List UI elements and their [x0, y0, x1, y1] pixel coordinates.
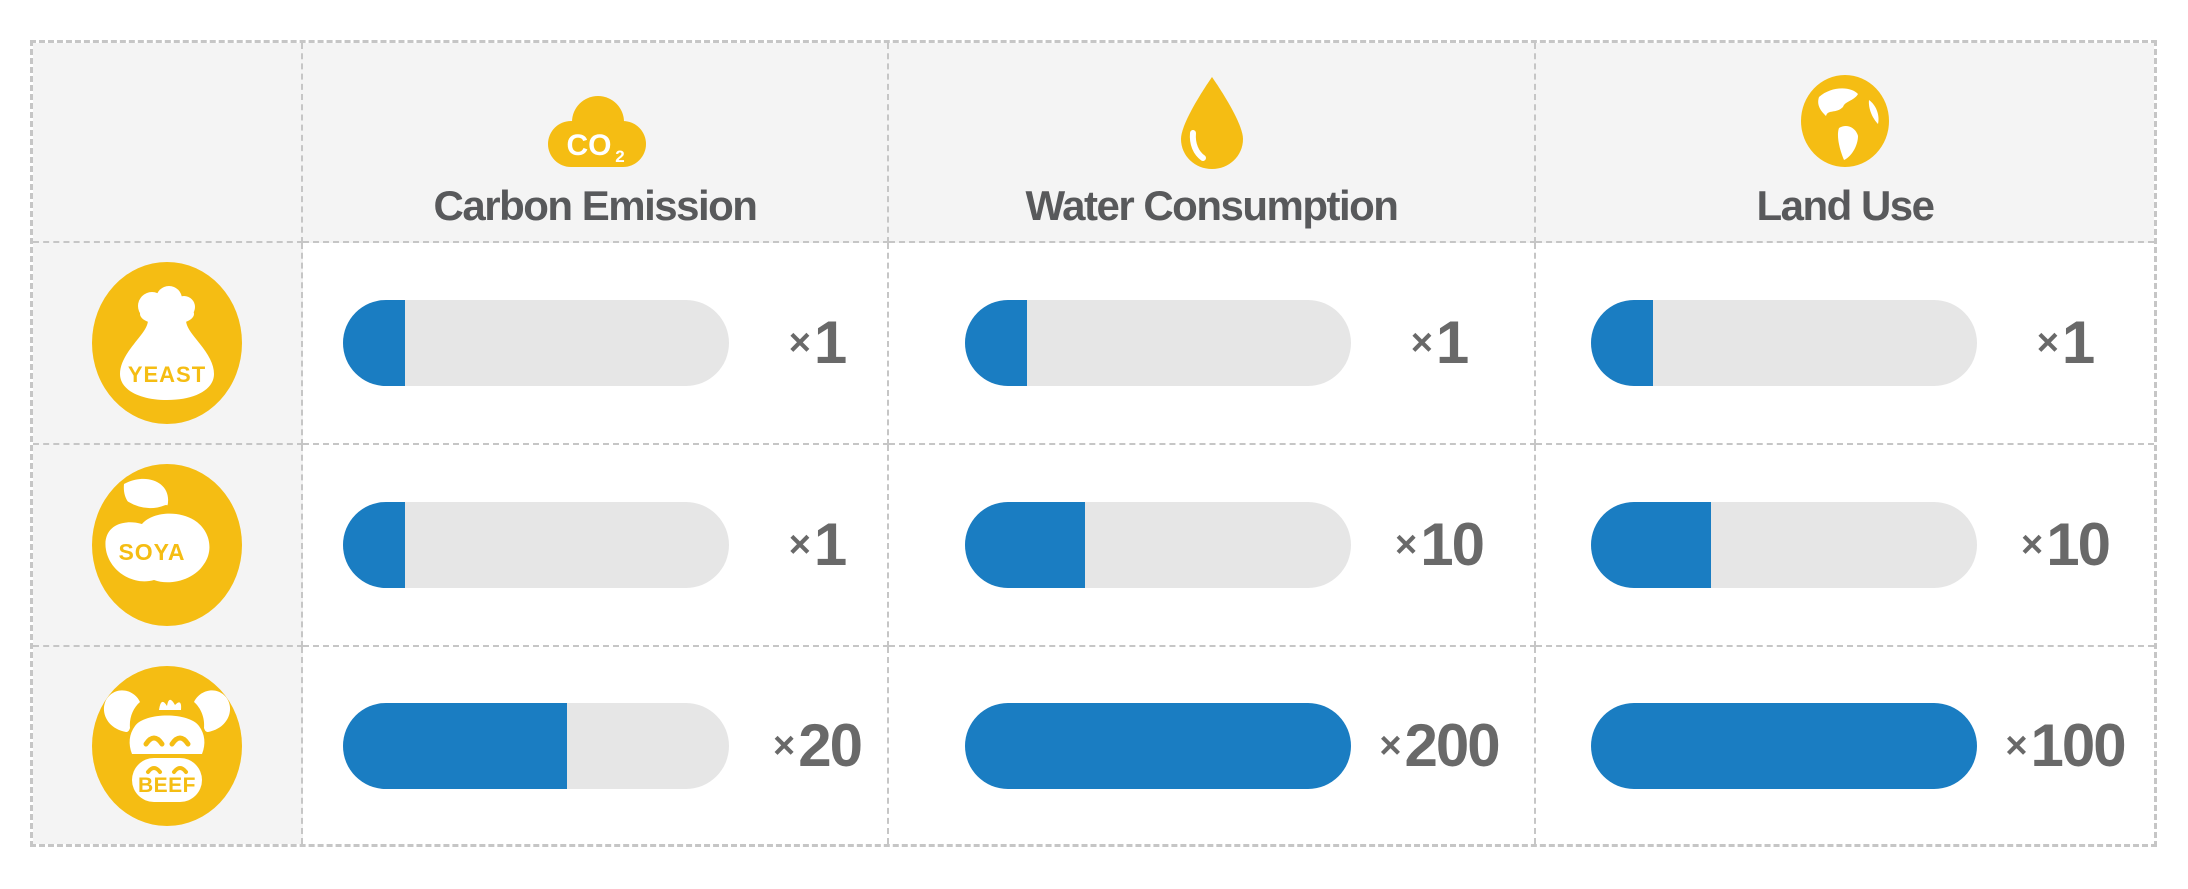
co2-icon-text: CO — [567, 129, 612, 162]
soya-bean-icon: SOYA — [92, 464, 242, 626]
multiplier-value: 1 — [813, 309, 847, 376]
product-cell-beef: BEEF — [33, 647, 303, 844]
bar-fill — [343, 300, 405, 386]
bar-fill — [1591, 702, 1977, 789]
impact-comparison-table: CO 2 Carbon Emission Water Consumption L… — [30, 40, 2157, 847]
multiplier-value: 1 — [1435, 309, 1469, 376]
column-header-label: Carbon Emission — [433, 182, 758, 229]
bar-cell-soya-land: × 10 — [1536, 445, 2154, 647]
globe-icon — [1797, 73, 1893, 169]
water-drop-icon — [1180, 73, 1243, 169]
multiplier-label: × 10 — [1977, 515, 2153, 575]
bar-cell-beef-water: × 200 — [889, 647, 1536, 844]
header-land-use: Land Use — [1536, 43, 2154, 243]
bar-cell-beef-land: × 100 — [1536, 647, 2154, 844]
bar-cell-soya-water: × 10 — [889, 445, 1536, 647]
bar-track — [965, 300, 1351, 386]
times-sign: × — [2005, 724, 2028, 767]
co2-cloud-icon: CO 2 — [541, 73, 649, 169]
bar-cell-yeast-carbon: × 1 — [303, 243, 889, 445]
product-label: BEEF — [138, 774, 196, 797]
times-sign: × — [1410, 322, 1433, 364]
multiplier-label: × 200 — [1351, 711, 1527, 779]
multiplier-value: 10 — [2046, 511, 2111, 578]
multiplier-value: 100 — [2030, 711, 2127, 779]
bar-cell-yeast-land: × 1 — [1536, 243, 2154, 445]
multiplier-label: × 10 — [1351, 515, 1527, 575]
bar-cell-beef-carbon: × 20 — [303, 647, 889, 844]
product-cell-yeast: YEAST — [33, 243, 303, 445]
product-cell-soya: SOYA — [33, 445, 303, 647]
bar-track — [343, 702, 729, 789]
beef-cow-icon: BEEF — [92, 665, 242, 826]
bar-fill — [965, 300, 1027, 386]
multiplier-label: × 100 — [1977, 711, 2153, 779]
times-sign: × — [2036, 322, 2059, 364]
multiplier-label: × 1 — [1977, 313, 2153, 373]
co2-icon-subscript: 2 — [615, 147, 624, 166]
bar-track — [1591, 300, 1977, 386]
times-sign: × — [773, 724, 796, 767]
bar-fill — [343, 502, 405, 588]
header-carbon-emission: CO 2 Carbon Emission — [303, 43, 889, 243]
multiplier-label: × 1 — [729, 515, 905, 575]
product-label: YEAST — [128, 362, 206, 387]
multiplier-value: 200 — [1404, 711, 1501, 779]
bar-track — [343, 300, 729, 386]
multiplier-label: × 1 — [1351, 313, 1527, 373]
bar-track — [965, 502, 1351, 588]
bar-cell-yeast-water: × 1 — [889, 243, 1536, 445]
times-sign: × — [788, 322, 811, 364]
corner-cell — [33, 43, 303, 243]
bar-fill — [1591, 502, 1711, 588]
multiplier-label: × 1 — [729, 313, 905, 373]
bar-track — [1591, 502, 1977, 588]
yeast-sack-icon: YEAST — [92, 262, 242, 424]
multiplier-value: 10 — [1420, 511, 1485, 578]
product-label: SOYA — [118, 539, 185, 565]
bar-fill — [1591, 300, 1653, 386]
times-sign: × — [1395, 524, 1418, 566]
bar-fill — [343, 702, 567, 789]
bar-fill — [965, 702, 1351, 789]
bar-track — [343, 502, 729, 588]
column-header-label: Land Use — [1756, 182, 1935, 229]
column-header-label: Water Consumption — [1025, 182, 1399, 229]
bar-fill — [965, 502, 1085, 588]
times-sign: × — [1379, 724, 1402, 767]
multiplier-value: 1 — [813, 511, 847, 578]
multiplier-value: 1 — [2061, 309, 2095, 376]
times-sign: × — [788, 524, 811, 566]
multiplier-value: 20 — [798, 711, 863, 779]
times-sign: × — [2021, 524, 2044, 566]
header-water-consumption: Water Consumption — [889, 43, 1536, 243]
bar-track — [1591, 702, 1977, 789]
bar-track — [965, 702, 1351, 789]
multiplier-label: × 20 — [729, 711, 905, 779]
bar-cell-soya-carbon: × 1 — [303, 445, 889, 647]
